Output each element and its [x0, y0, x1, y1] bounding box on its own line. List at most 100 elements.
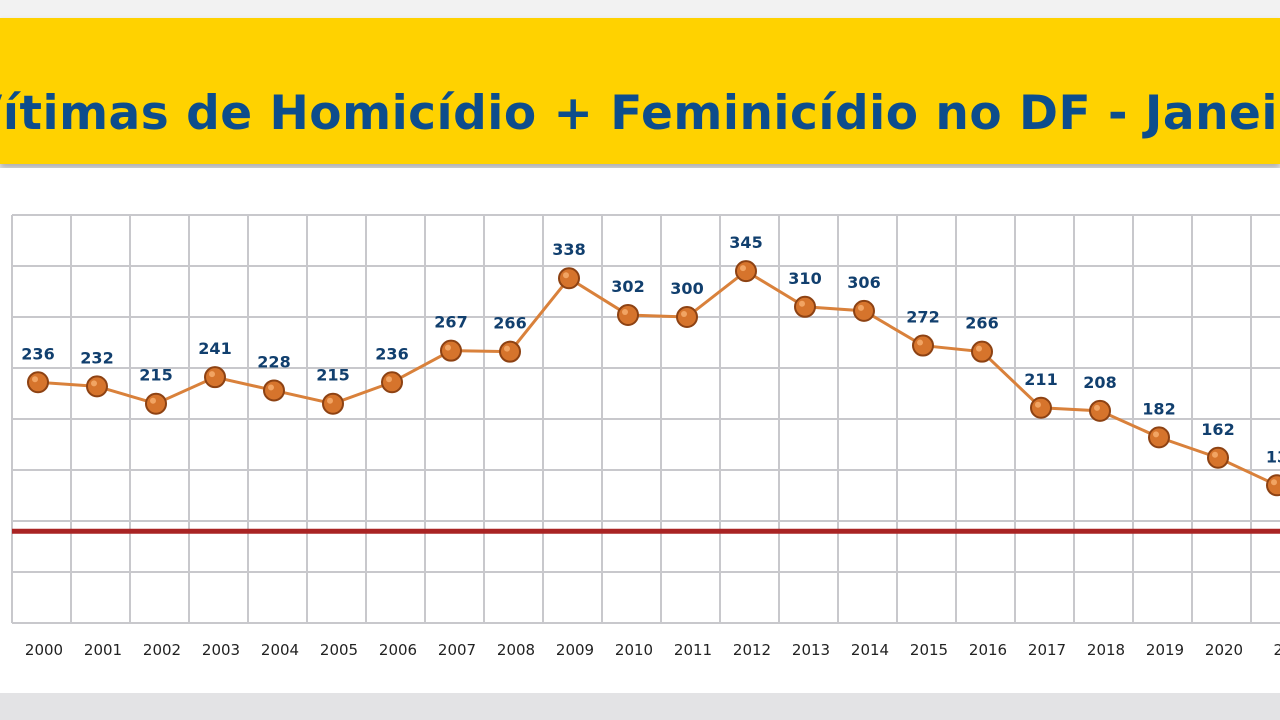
x-tick-label: 20	[1273, 641, 1280, 659]
data-point-highlight	[1212, 451, 1218, 458]
x-tick-label: 2018	[1087, 641, 1125, 659]
data-point-highlight	[622, 308, 628, 315]
data-point	[558, 267, 580, 290]
data-point-highlight	[917, 339, 923, 346]
data-label: 211	[1024, 370, 1057, 389]
data-label: 302	[611, 277, 644, 296]
x-tick-label: 2013	[792, 641, 830, 659]
data-point-highlight	[740, 265, 746, 272]
series-line	[37, 269, 1278, 487]
data-label: 13	[1266, 447, 1280, 466]
line-chart: 236 232 215 241 228 215 236 267 266 338 302 300 345 3…	[11, 214, 1280, 659]
data-point	[322, 392, 344, 415]
data-label: 236	[21, 344, 54, 363]
data-point	[145, 392, 167, 415]
x-tick-label: 2008	[497, 641, 535, 659]
data-point-highlight	[681, 311, 687, 317]
data-point-highlight	[976, 345, 982, 352]
data-label: 300	[670, 279, 703, 298]
data-point-highlight	[268, 384, 274, 391]
x-tick-label: 2016	[969, 641, 1007, 659]
x-tick-label: 2010	[615, 641, 653, 659]
data-point	[1207, 446, 1229, 469]
data-point-highlight	[1035, 401, 1041, 408]
data-label: 306	[847, 273, 880, 292]
gridlines	[11, 214, 1280, 624]
x-tick-label: 2011	[674, 641, 712, 659]
x-tick-label: 2017	[1028, 641, 1066, 659]
chart-area: 236 232 215 241 228 215 236 267 266 338 302 300 345 3…	[0, 168, 1280, 693]
x-tick-label: 2003	[202, 641, 240, 659]
x-tick-label: 2002	[143, 641, 181, 659]
data-labels: 236 232 215 241 228 215 236 267 266 338 302 300 345 3…	[21, 233, 1280, 466]
top-strip	[0, 0, 1280, 18]
data-point	[853, 299, 875, 322]
data-point	[617, 303, 639, 326]
x-axis-tick-labels: 2000 2001 2002 2003 2004 2005 2006 2007 2008 2009…	[25, 641, 1280, 659]
data-point-highlight	[858, 304, 864, 311]
data-point	[971, 340, 993, 363]
data-point-highlight	[386, 376, 392, 383]
data-label: 272	[906, 308, 939, 327]
data-label: 162	[1201, 420, 1234, 439]
data-point	[86, 375, 108, 398]
x-tick-label: 2015	[910, 641, 948, 659]
data-point-highlight	[32, 376, 38, 383]
data-point	[912, 334, 934, 357]
data-label: 338	[552, 240, 585, 259]
data-point	[27, 371, 49, 394]
data-point-highlight	[91, 380, 97, 387]
x-tick-label: 2000	[25, 641, 63, 659]
data-point-highlight	[504, 345, 510, 352]
x-tick-label: 2006	[379, 641, 417, 659]
x-tick-label: 2020	[1205, 641, 1243, 659]
data-point	[381, 371, 403, 394]
data-label: 236	[375, 344, 408, 363]
data-point	[263, 379, 285, 402]
chart-title: Vítimas de Homicídio + Feminicídio no DF…	[0, 86, 1280, 141]
x-tick-label: 2001	[84, 641, 122, 659]
data-label: 228	[257, 352, 290, 371]
data-label: 310	[788, 269, 821, 288]
data-point	[1148, 426, 1170, 449]
data-label: 232	[80, 348, 113, 367]
data-label: 215	[139, 366, 172, 385]
data-point	[1089, 399, 1111, 422]
data-points	[27, 260, 1280, 497]
data-label: 208	[1083, 373, 1116, 392]
data-point-highlight	[1153, 431, 1159, 438]
x-tick-label: 2007	[438, 641, 476, 659]
x-tick-label: 2009	[556, 641, 594, 659]
data-point-highlight	[150, 397, 156, 404]
data-point	[1266, 474, 1280, 497]
data-label: 267	[434, 313, 467, 332]
data-point-highlight	[445, 344, 451, 351]
data-point	[499, 340, 521, 363]
data-point-highlight	[209, 371, 215, 378]
data-point-highlight	[799, 300, 805, 307]
x-tick-label: 2012	[733, 641, 771, 659]
bottom-strip	[0, 693, 1280, 720]
series-group	[37, 269, 1278, 487]
data-point	[676, 306, 698, 328]
data-point	[440, 339, 462, 362]
data-point	[735, 260, 757, 283]
x-tick-label: 2005	[320, 641, 358, 659]
data-label: 266	[965, 314, 998, 333]
x-tick-label: 2019	[1146, 641, 1184, 659]
x-tick-label: 2004	[261, 641, 299, 659]
data-point-highlight	[1271, 479, 1277, 486]
data-label: 266	[493, 314, 526, 333]
data-label: 215	[316, 366, 349, 385]
data-label: 182	[1142, 399, 1175, 418]
title-banner: Vítimas de Homicídio + Feminicídio no DF…	[0, 18, 1280, 164]
data-point	[794, 295, 816, 318]
data-point	[204, 366, 226, 389]
data-point	[1030, 396, 1052, 419]
data-point-highlight	[563, 272, 569, 279]
data-point-highlight	[1094, 404, 1100, 411]
data-label: 241	[198, 339, 231, 358]
data-label: 345	[729, 233, 762, 252]
data-point-highlight	[327, 397, 333, 404]
